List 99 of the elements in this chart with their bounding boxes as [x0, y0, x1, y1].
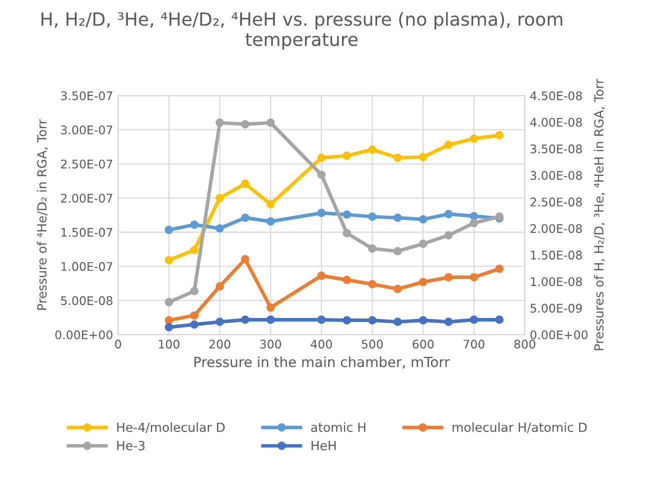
legend-label: He-4/molecular D — [117, 422, 225, 433]
point — [164, 256, 174, 264]
point — [444, 231, 453, 240]
point — [495, 316, 504, 324]
y-tick-label: 3.50E-07 — [61, 91, 112, 100]
point — [190, 220, 199, 229]
x-tick-label: 800 — [514, 340, 536, 349]
y-tick-label: 2.50E-07 — [61, 160, 112, 169]
point — [368, 212, 376, 221]
point — [216, 224, 224, 233]
point — [444, 140, 453, 149]
point — [394, 284, 402, 294]
point — [418, 240, 428, 248]
point — [495, 131, 504, 140]
point — [444, 210, 453, 218]
point — [241, 214, 250, 222]
y2-tick-label: 2.50E-08 — [530, 198, 582, 206]
y2-tick-label: 4.00E-08 — [530, 118, 582, 127]
y-tick-label: 1.50E-07 — [61, 228, 112, 237]
point — [394, 214, 402, 222]
y2-tick-label: 5.00E-09 — [530, 304, 582, 313]
x-tick-label: 0 — [115, 340, 122, 349]
point — [266, 217, 275, 226]
y-tick-label: 0.00E+00 — [55, 330, 112, 340]
point — [394, 154, 402, 162]
point — [266, 118, 275, 127]
y-tick-label: 3.00E-07 — [61, 125, 112, 134]
point — [241, 180, 250, 188]
point — [470, 273, 478, 282]
point — [444, 273, 453, 282]
point — [164, 298, 174, 306]
point — [394, 318, 402, 326]
point — [342, 316, 352, 324]
x-tick-label: 700 — [464, 340, 484, 349]
x-tick-label: 200 — [209, 340, 230, 349]
point — [317, 154, 326, 162]
x-tick-label: 400 — [310, 340, 332, 349]
legend-label: HeH — [312, 441, 336, 450]
x-tick-label: 100 — [158, 340, 180, 349]
point — [342, 276, 352, 284]
legend-label: molecular H/atomic D — [452, 422, 587, 433]
point — [266, 303, 275, 312]
point — [418, 152, 428, 162]
y-tick-label: 1.00E-07 — [61, 262, 112, 271]
point — [216, 318, 224, 326]
point — [164, 322, 174, 332]
point — [164, 316, 174, 324]
point — [241, 316, 250, 324]
x-axis-title: Pressure in the main chamber, mTorr — [194, 356, 450, 369]
y2-tick-label: 2.00E-08 — [530, 224, 582, 234]
point — [418, 316, 428, 324]
x-tick-label: 500 — [362, 340, 383, 349]
point — [216, 194, 224, 202]
point — [495, 264, 504, 273]
y2-tick-label: 4.50E-08 — [530, 91, 582, 100]
y-tick-label: 5.00E-08 — [61, 296, 112, 306]
point — [368, 244, 376, 253]
point — [216, 118, 224, 127]
point — [342, 152, 352, 160]
point — [470, 212, 478, 220]
y-axis-title: Pressure of ⁴He/D₂ in RGA, Torr — [36, 119, 48, 310]
point — [418, 215, 428, 224]
y-tick-label: 2.00E-07 — [61, 194, 112, 203]
point — [241, 255, 250, 264]
point — [470, 134, 478, 143]
point — [342, 228, 352, 238]
point — [394, 247, 402, 256]
point — [190, 246, 199, 254]
x-tick-label: 600 — [412, 340, 434, 349]
point — [317, 170, 326, 179]
point — [317, 208, 326, 218]
point — [164, 226, 174, 234]
point — [241, 120, 250, 128]
y2-tick-label: 0.00E+00 — [530, 330, 588, 340]
point — [266, 200, 275, 208]
point — [418, 278, 428, 286]
point — [470, 316, 478, 324]
point — [368, 145, 376, 154]
x-tick-label: 300 — [260, 340, 282, 349]
point — [444, 318, 453, 326]
point — [342, 210, 352, 219]
point — [190, 286, 199, 296]
point — [190, 311, 199, 320]
legend-label: He-3 — [117, 440, 145, 450]
chart-title: H, H₂/D, ³He, ⁴He/D₂, ⁴HeH vs. pressure (no plasma), room temperature — [42, 12, 562, 50]
point — [368, 280, 376, 288]
point — [470, 218, 478, 228]
y2-axis-title: Pressures of H, H₂/D, ³He, ⁴HeH in RGA, Torr — [594, 78, 605, 350]
legend-label: atomic H — [311, 422, 366, 432]
point — [368, 316, 376, 324]
point — [317, 271, 326, 280]
point — [216, 282, 224, 290]
point — [190, 320, 199, 329]
y2-tick-label: 3.50E-08 — [530, 144, 582, 154]
point — [317, 316, 326, 324]
y2-tick-label: 1.50E-08 — [530, 250, 582, 260]
y2-tick-label: 3.00E-08 — [530, 170, 582, 180]
point — [266, 316, 275, 324]
y2-tick-label: 1.00E-08 — [530, 277, 582, 286]
